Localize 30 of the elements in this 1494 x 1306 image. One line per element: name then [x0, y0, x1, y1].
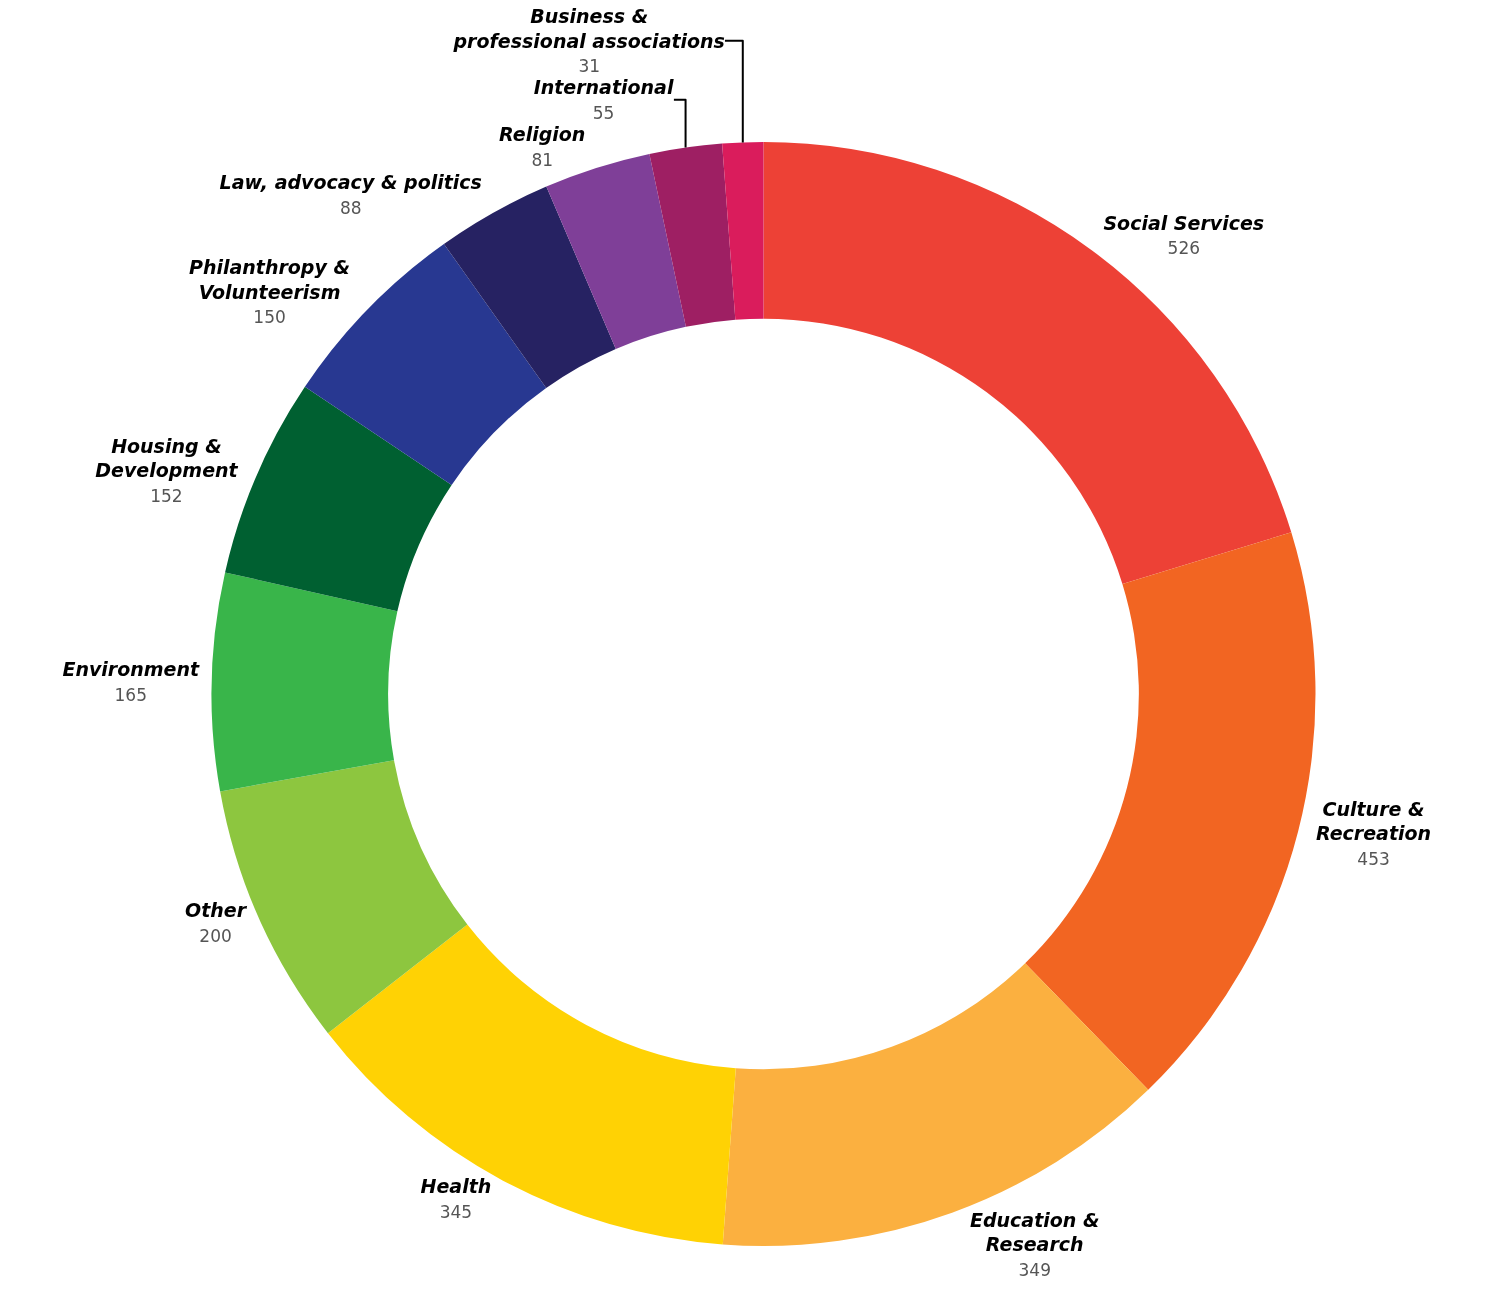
slice-label: Housing & Development [95, 434, 239, 482]
data-label: 150 [253, 307, 286, 328]
data-label: 345 [439, 1202, 473, 1223]
slice-label: Law, advocacy & politics [219, 171, 482, 194]
data-label: 526 [1167, 238, 1201, 259]
slice-label: Philanthropy & Volunteerism [189, 255, 351, 303]
slice-label: Social Services [1103, 211, 1265, 234]
data-label: 200 [199, 926, 232, 947]
data-label: 165 [114, 684, 147, 705]
donut-slice [763, 142, 1292, 585]
data-label: 453 [1357, 849, 1390, 870]
data-label: 31 [578, 56, 601, 77]
donut-slice [327, 924, 736, 1245]
data-label: 88 [339, 198, 362, 219]
donut-slice [211, 572, 398, 792]
slice-label: Health [420, 1175, 492, 1198]
slice-label: International [533, 76, 674, 99]
data-label: 55 [592, 103, 615, 124]
data-label: 349 [1018, 1260, 1051, 1281]
donut-slice [1025, 532, 1315, 1090]
donut-slice [649, 143, 736, 327]
slice-label: Other [185, 899, 248, 922]
slice-label: Education & Research [969, 1208, 1100, 1256]
data-label: 152 [150, 486, 183, 507]
slice-label: Environment [62, 658, 200, 681]
slice-label: Religion [499, 123, 586, 146]
slice-label: Culture & Recreation [1316, 797, 1432, 845]
data-label: 81 [531, 149, 554, 170]
slice-label: Business & professional associations [452, 5, 725, 52]
donut-slice [722, 142, 764, 320]
